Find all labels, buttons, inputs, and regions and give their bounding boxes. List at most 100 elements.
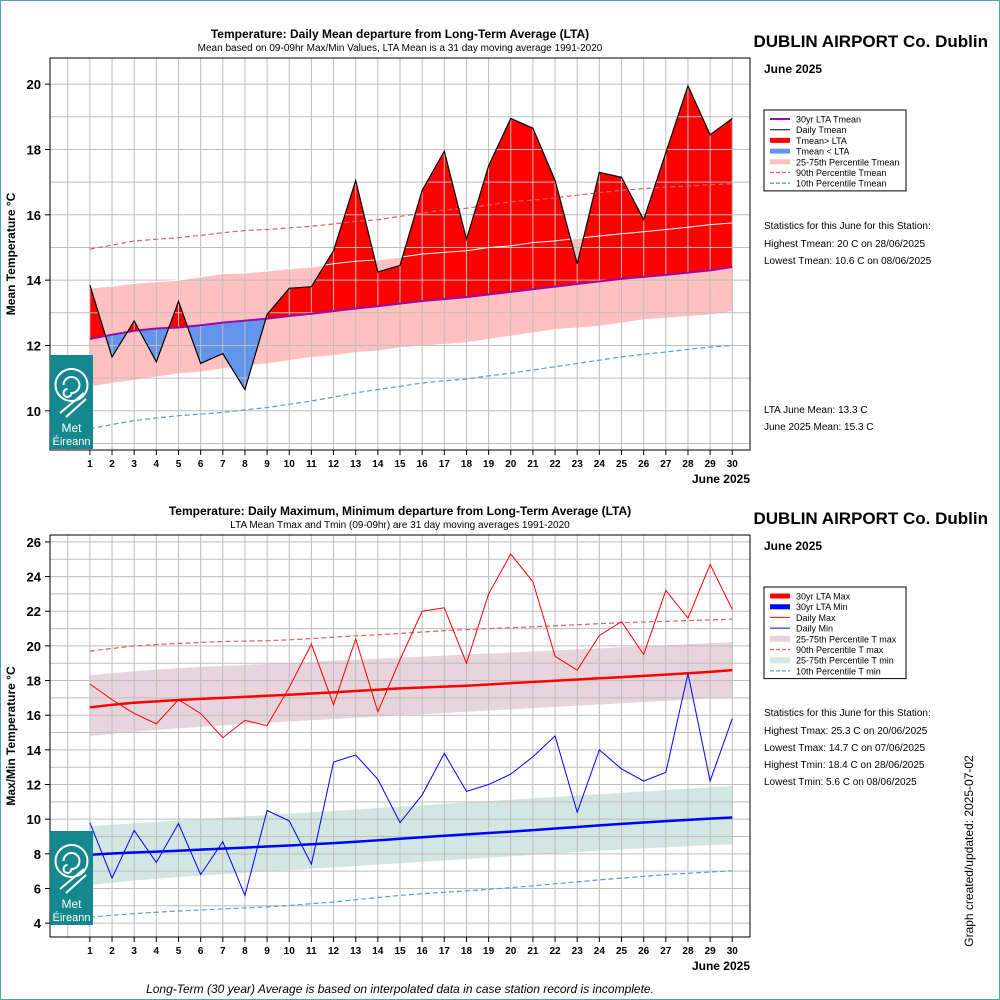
stat-line: Lowest Tmax: 14.7 C on 07/06/2025 — [764, 743, 925, 754]
x-tick-label: 13 — [350, 946, 362, 957]
departure-fill — [488, 118, 511, 295]
p75-line — [89, 222, 733, 289]
plot-content — [50, 58, 750, 450]
y-axis-label: Mean Temperature °C — [4, 192, 18, 315]
y-tick-label: 10 — [27, 404, 41, 419]
logo-text-met: Met — [61, 897, 82, 911]
x-tick-label: 8 — [242, 459, 248, 470]
summary-line: June 2025 Mean: 15.3 C — [764, 422, 874, 433]
y-tick-label: 16 — [27, 208, 41, 223]
departure-fill — [621, 177, 644, 279]
legend-label: 90th Percentile T max — [796, 645, 884, 655]
stat-line: Lowest Tmin: 5.6 C on 08/06/2025 — [764, 777, 917, 788]
chart-title: Temperature: Daily Mean departure from L… — [211, 27, 589, 41]
x-tick-label: 16 — [417, 459, 429, 470]
x-tick-label: 19 — [483, 946, 495, 957]
legend-box — [763, 586, 907, 680]
stat-line: Lowest Tmean: 10.6 C on 08/06/2025 — [764, 256, 932, 267]
legend-label: Daily Tmean — [796, 125, 846, 135]
x-axis-label: June 2025 — [692, 472, 750, 486]
month-label: June 2025 — [764, 539, 822, 553]
stats-heading: Statistics for this June for this Statio… — [764, 221, 931, 232]
departure-fill — [222, 320, 245, 390]
x-tick-label: 2 — [109, 946, 115, 957]
x-tick-label: 12 — [328, 459, 340, 470]
swirl-icon — [54, 368, 89, 402]
legend-label: 30yr LTA Min — [796, 602, 848, 612]
x-tick-label: 29 — [705, 459, 717, 470]
lta-max-line — [89, 668, 733, 709]
x-tick-label: 7 — [220, 459, 226, 470]
x-tick-label: 28 — [682, 459, 694, 470]
swirl-tail-icon — [59, 392, 87, 418]
departure-fill — [200, 322, 223, 364]
chart-panel-1: Temperature: Daily Mean departure from L… — [4, 27, 988, 486]
x-tick-label: 22 — [550, 946, 562, 957]
legend-label: 10th Percentile T min — [796, 666, 881, 676]
x-tick-label: 15 — [394, 946, 406, 957]
x-tick-label: 21 — [527, 946, 539, 957]
chart-panel-2: Temperature: Daily Maximum, Minimum depa… — [4, 504, 988, 973]
swirl-inner-icon — [62, 376, 81, 398]
chart-subtitle: Mean based on 09-09hr Max/Min Values, LT… — [198, 43, 603, 54]
x-tick-label: 5 — [176, 946, 182, 957]
y-tick-label: 14 — [27, 743, 42, 758]
legend-label: 30yr LTA Max — [796, 592, 851, 602]
stat-line: Highest Tmin: 18.4 C on 28/06/2025 — [764, 760, 925, 771]
y-tick-label: 16 — [27, 708, 41, 723]
x-tick-label: 12 — [328, 946, 340, 957]
chart-subtitle: LTA Mean Tmax and Tmin (09-09hr) are 31 … — [230, 520, 570, 531]
x-tick-label: 1 — [87, 459, 93, 470]
x-tick-label: 8 — [242, 946, 248, 957]
station-name: DUBLIN AIRPORT Co. Dublin — [753, 509, 988, 528]
x-tick-label: 17 — [439, 459, 451, 470]
x-tick-label: 14 — [372, 459, 384, 470]
y-tick-label: 4 — [34, 916, 42, 931]
x-tick-label: 4 — [154, 946, 160, 957]
stat-line: Highest Tmax: 25.3 C on 20/06/2025 — [764, 726, 928, 737]
x-tick-label: 25 — [616, 946, 628, 957]
daily-min-line — [89, 673, 733, 897]
legend-label: Daily Min — [796, 624, 833, 634]
x-tick-label: 16 — [417, 946, 429, 957]
p10-min-line — [89, 870, 733, 918]
logo-text-eireann: Éireann — [53, 435, 91, 448]
y-tick-label: 26 — [27, 535, 41, 550]
lta-min-line — [89, 816, 733, 856]
x-tick-label: 17 — [439, 946, 451, 957]
x-tick-label: 24 — [594, 946, 606, 957]
x-tick-label: 4 — [154, 459, 160, 470]
legend-label: 25-75th Percentile Tmean — [796, 157, 899, 167]
lta-mean-line — [89, 266, 733, 340]
percentile-band-min — [89, 785, 733, 886]
x-tick-label: 11 — [306, 946, 317, 957]
departure-fill — [311, 250, 334, 314]
daily-mean-line — [89, 84, 733, 392]
x-tick-label: 29 — [705, 946, 717, 957]
p10-line — [89, 344, 733, 430]
x-axis-label: June 2025 — [692, 959, 750, 973]
legend-label: 25-75th Percentile T max — [796, 634, 897, 644]
x-tick-label: 14 — [372, 946, 384, 957]
y-tick-label: 22 — [27, 604, 41, 619]
footer-note: Long-Term (30 year) Average is based on … — [146, 982, 654, 996]
month-label: June 2025 — [764, 62, 822, 76]
departure-fill — [710, 118, 733, 271]
departure-fill — [289, 286, 312, 317]
x-tick-label: 19 — [483, 459, 495, 470]
x-tick-label: 26 — [638, 946, 650, 957]
x-tick-label: 18 — [461, 946, 473, 957]
legend-label: 90th Percentile Tmean — [796, 168, 886, 178]
swirl-tail-icon — [59, 868, 87, 894]
stat-line: Highest Tmean: 20 C on 28/06/2025 — [764, 239, 925, 250]
legend-label: 10th Percentile Tmean — [796, 179, 886, 189]
departure-fill — [377, 265, 400, 307]
x-tick-label: 24 — [594, 459, 606, 470]
departure-fill — [355, 180, 378, 309]
x-tick-label: 3 — [131, 946, 137, 957]
x-tick-label: 20 — [505, 459, 517, 470]
